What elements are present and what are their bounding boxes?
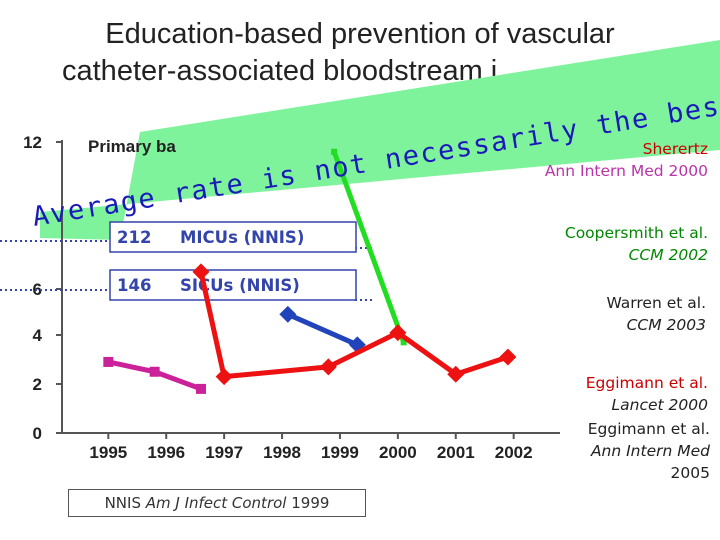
x-tick-label-2002: 2002 [495, 443, 533, 462]
reference-warren-journal: CCM 2003 [626, 316, 706, 334]
overlay-band [40, 40, 720, 240]
series-line-coopersmith [286, 312, 359, 348]
series-point-warren-4 [447, 365, 465, 383]
reference-coopersmith-author: Coopersmith et al. [564, 224, 708, 242]
series-point-coopersmith-0 [279, 305, 297, 323]
micu-label: MICUs (NNIS) [180, 228, 304, 247]
x-tick-label-2000: 2000 [379, 443, 417, 462]
slide-title-line-2: catheter-associated bloodstream i [62, 55, 498, 87]
series-point-warren-1 [215, 368, 233, 386]
sicu-value: 146 [117, 276, 151, 295]
overlay-highlight [40, 40, 720, 240]
source-box-prefix: NNIS [104, 494, 146, 512]
reference-eggimann-lancet-author: Eggimann et al. [585, 374, 708, 392]
reference-eggimann-lancet-journal: Lancet 2000 [611, 396, 708, 414]
x-tick-label-2001: 2001 [437, 443, 475, 462]
x-tick-label-1999: 1999 [321, 443, 359, 462]
y-tick-label-0: 0 [33, 424, 42, 443]
series-point-sherertz-0 [331, 148, 338, 155]
series-point-eggimann-1 [149, 366, 160, 377]
series-point-eggimann-0 [103, 356, 114, 367]
series-point-warren-3 [389, 324, 407, 342]
chart-axes: 0 2 4 6 12 1995 1996 1997 1998 1999 2000 2001 2002 [23, 133, 560, 462]
x-tick-label-1996: 1996 [147, 443, 185, 462]
series-point-sherertz-1 [400, 339, 407, 346]
y-tick-label-4: 4 [33, 326, 43, 345]
slide-title-line-1: Education-based prevention of vascular [105, 18, 615, 50]
x-tick-label-1998: 1998 [263, 443, 301, 462]
reference-sherertz-journal: Ann Intern Med 2000 [544, 162, 708, 180]
series-point-eggimann-2 [195, 383, 206, 394]
chart-series [103, 148, 517, 394]
series-point-warren-2 [319, 358, 337, 376]
series-line-warren [198, 271, 509, 380]
micu-value: 212 [117, 228, 151, 247]
reference-eggimann-aim-author: Eggimann et al. [587, 420, 710, 438]
sicu-label-box [109, 269, 357, 301]
y-tick-label-6: 6 [33, 280, 42, 299]
reference-sherertz: Sherertz Ann Intern Med 2000 [545, 138, 708, 182]
reference-coopersmith: Coopersmith et al. CCM 2002 [565, 222, 708, 266]
series-point-warren-0 [192, 263, 210, 281]
annotation-primary: Primary ba [88, 137, 176, 156]
micu-label-box [109, 221, 357, 253]
reference-sherertz-author: Sherertz [642, 140, 708, 158]
y-tick-label-12: 12 [23, 133, 42, 152]
reference-eggimann-lancet: Eggimann et al. Lancet 2000 [586, 372, 708, 416]
reference-eggimann-aim-year: 2005 [670, 464, 710, 482]
reference-warren-author: Warren et al. [606, 294, 706, 312]
reference-warren: Warren et al. CCM 2003 [606, 292, 706, 336]
chart-annotations: Primary ba 212 MICUs (NNIS) 146 SICUs (NNIS) [0, 137, 372, 301]
reference-eggimann-aim-journal: Ann Intern Med [590, 442, 710, 460]
source-box: NNIS Am J Infect Control 1999 [68, 489, 366, 517]
source-box-journal: Am J Infect Control [145, 494, 287, 512]
source-box-year: 1999 [286, 494, 330, 512]
y-tick-label-2: 2 [33, 375, 42, 394]
series-point-warren-5 [499, 348, 517, 366]
x-tick-label-1995: 1995 [89, 443, 127, 462]
reference-coopersmith-journal: CCM 2002 [628, 246, 708, 264]
x-tick-label-1997: 1997 [205, 443, 243, 462]
sicu-label: SICUs (NNIS) [180, 276, 300, 295]
reference-eggimann-aim: Eggimann et al. Ann Intern Med 2005 [588, 418, 710, 484]
series-line-sherertz [331, 150, 406, 344]
